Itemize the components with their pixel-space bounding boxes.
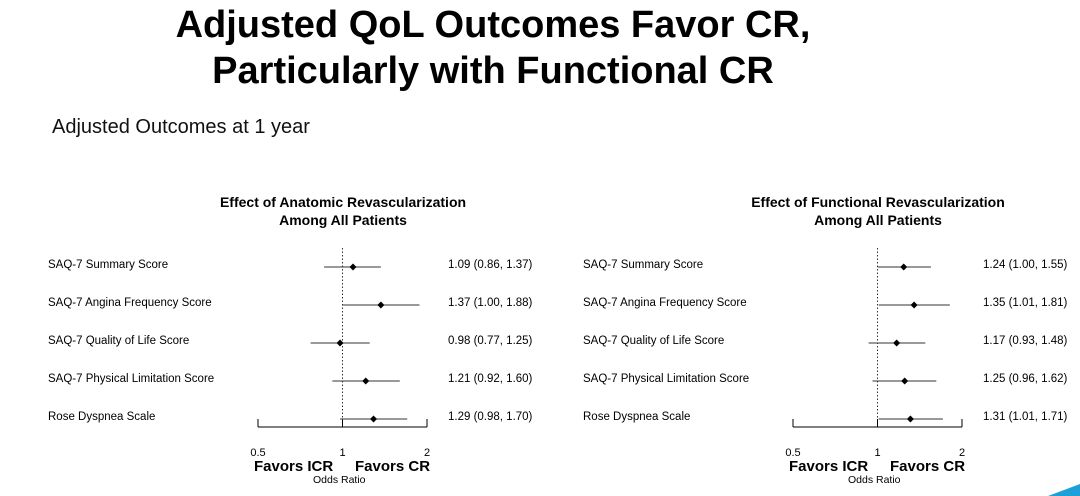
forest-row: SAQ-7 Angina Frequency Score 1.37 (1.00, … — [48, 297, 583, 315]
favors-right-label: Favors CR — [890, 458, 966, 475]
row-label: SAQ-7 Physical Limitation Score — [48, 373, 215, 385]
x-tick-label: 1 — [874, 447, 880, 459]
ci-value-label: 1.35 (1.01, 1.81) — [983, 297, 1068, 309]
row-label: SAQ-7 Summary Score — [48, 259, 169, 271]
panel-title-line1: Effect of Anatomic Revascularization — [219, 194, 467, 210]
corner-accent-shape — [1048, 484, 1080, 496]
forest-row: SAQ-7 Physical Limitation Score 1.21 (0.9… — [48, 373, 583, 391]
forest-row: SAQ-7 Summary Score 1.09 (0.86, 1.37) — [48, 259, 583, 277]
point-estimate-diamond — [910, 301, 918, 309]
row-label: Rose Dyspnea Scale — [583, 411, 691, 423]
point-estimate-diamond — [893, 339, 901, 347]
row-label: SAQ-7 Quality of Life Score — [583, 335, 725, 347]
panel-title: Effect of Functional Revascularization A… — [728, 193, 1028, 229]
ci-value-label: 1.21 (0.92, 1.60) — [448, 373, 533, 385]
ci-value-label: 0.98 (0.77, 1.25) — [448, 335, 533, 347]
point-estimate-diamond — [377, 301, 385, 309]
row-label: SAQ-7 Physical Limitation Score — [583, 373, 750, 385]
forest-row: SAQ-7 Physical Limitation Score 1.25 (0.9… — [583, 373, 1080, 391]
panel-title: Effect of Anatomic Revascularization Amo… — [193, 193, 493, 229]
x-tick-label: 1 — [339, 447, 345, 459]
forest-plot-anatomic: Effect of Anatomic Revascularization Amo… — [48, 190, 583, 496]
x-axis-label: Odds Ratio — [848, 474, 901, 486]
favors-left-label: Favors ICR — [789, 458, 869, 475]
row-label: SAQ-7 Summary Score — [583, 259, 704, 271]
forest-plot-svg: 0.5 1 2 — [785, 248, 965, 459]
point-estimate-diamond — [362, 377, 370, 385]
row-label: SAQ-7 Angina Frequency Score — [583, 297, 747, 309]
forest-row: SAQ-7 Angina Frequency Score 1.35 (1.01, … — [583, 297, 1080, 315]
slide-title: Adjusted QoL Outcomes Favor CR, Particul… — [0, 2, 986, 94]
x-axis-label: Odds Ratio — [313, 474, 366, 486]
ci-value-label: 1.24 (1.00, 1.55) — [983, 259, 1068, 271]
panel-title-line1: Effect of Functional Revascularization — [751, 194, 1005, 210]
forest-plot-functional: Effect of Functional Revascularization A… — [583, 190, 1080, 496]
slide-subtitle: Adjusted Outcomes at 1 year — [52, 116, 310, 138]
slide-title-line2: Particularly with Functional CR — [212, 50, 774, 92]
ci-value-label: 1.37 (1.00, 1.88) — [448, 297, 533, 309]
forest-row: Rose Dyspnea Scale 1.31 (1.01, 1.71) — [583, 411, 1080, 429]
point-estimate-diamond — [370, 415, 378, 423]
point-estimate-diamond — [906, 415, 914, 423]
point-estimate-diamond — [336, 339, 344, 347]
row-label: Rose Dyspnea Scale — [48, 411, 156, 423]
favors-left-label: Favors ICR — [254, 458, 334, 475]
x-tick-label: 2 — [959, 447, 965, 459]
x-tick-label: 0.5 — [250, 447, 265, 459]
forest-row: SAQ-7 Summary Score 1.24 (1.00, 1.55) — [583, 259, 1080, 277]
ci-value-label: 1.29 (0.98, 1.70) — [448, 411, 533, 423]
forest-row: Rose Dyspnea Scale 1.29 (0.98, 1.70) — [48, 411, 583, 429]
panel-title-line2: Among All Patients — [814, 212, 942, 228]
favors-right-label: Favors CR — [355, 458, 431, 475]
point-estimate-diamond — [900, 263, 908, 271]
forest-row: SAQ-7 Quality of Life Score 1.17 (0.93, 1… — [583, 335, 1080, 353]
point-estimate-diamond — [901, 377, 909, 385]
forest-plot-svg: 0.5 1 2 — [250, 248, 430, 459]
row-label: SAQ-7 Quality of Life Score — [48, 335, 190, 347]
slide-title-line1: Adjusted QoL Outcomes Favor CR, — [175, 4, 811, 46]
ci-value-label: 1.31 (1.01, 1.71) — [983, 411, 1068, 423]
panel-title-line2: Among All Patients — [279, 212, 407, 228]
x-tick-label: 2 — [424, 447, 430, 459]
ci-value-label: 1.17 (0.93, 1.48) — [983, 335, 1068, 347]
forest-row: SAQ-7 Quality of Life Score 0.98 (0.77, 1… — [48, 335, 583, 353]
x-tick-label: 0.5 — [785, 447, 800, 459]
row-label: SAQ-7 Angina Frequency Score — [48, 297, 212, 309]
ci-value-label: 1.09 (0.86, 1.37) — [448, 259, 533, 271]
ci-value-label: 1.25 (0.96, 1.62) — [983, 373, 1068, 385]
point-estimate-diamond — [349, 263, 357, 271]
